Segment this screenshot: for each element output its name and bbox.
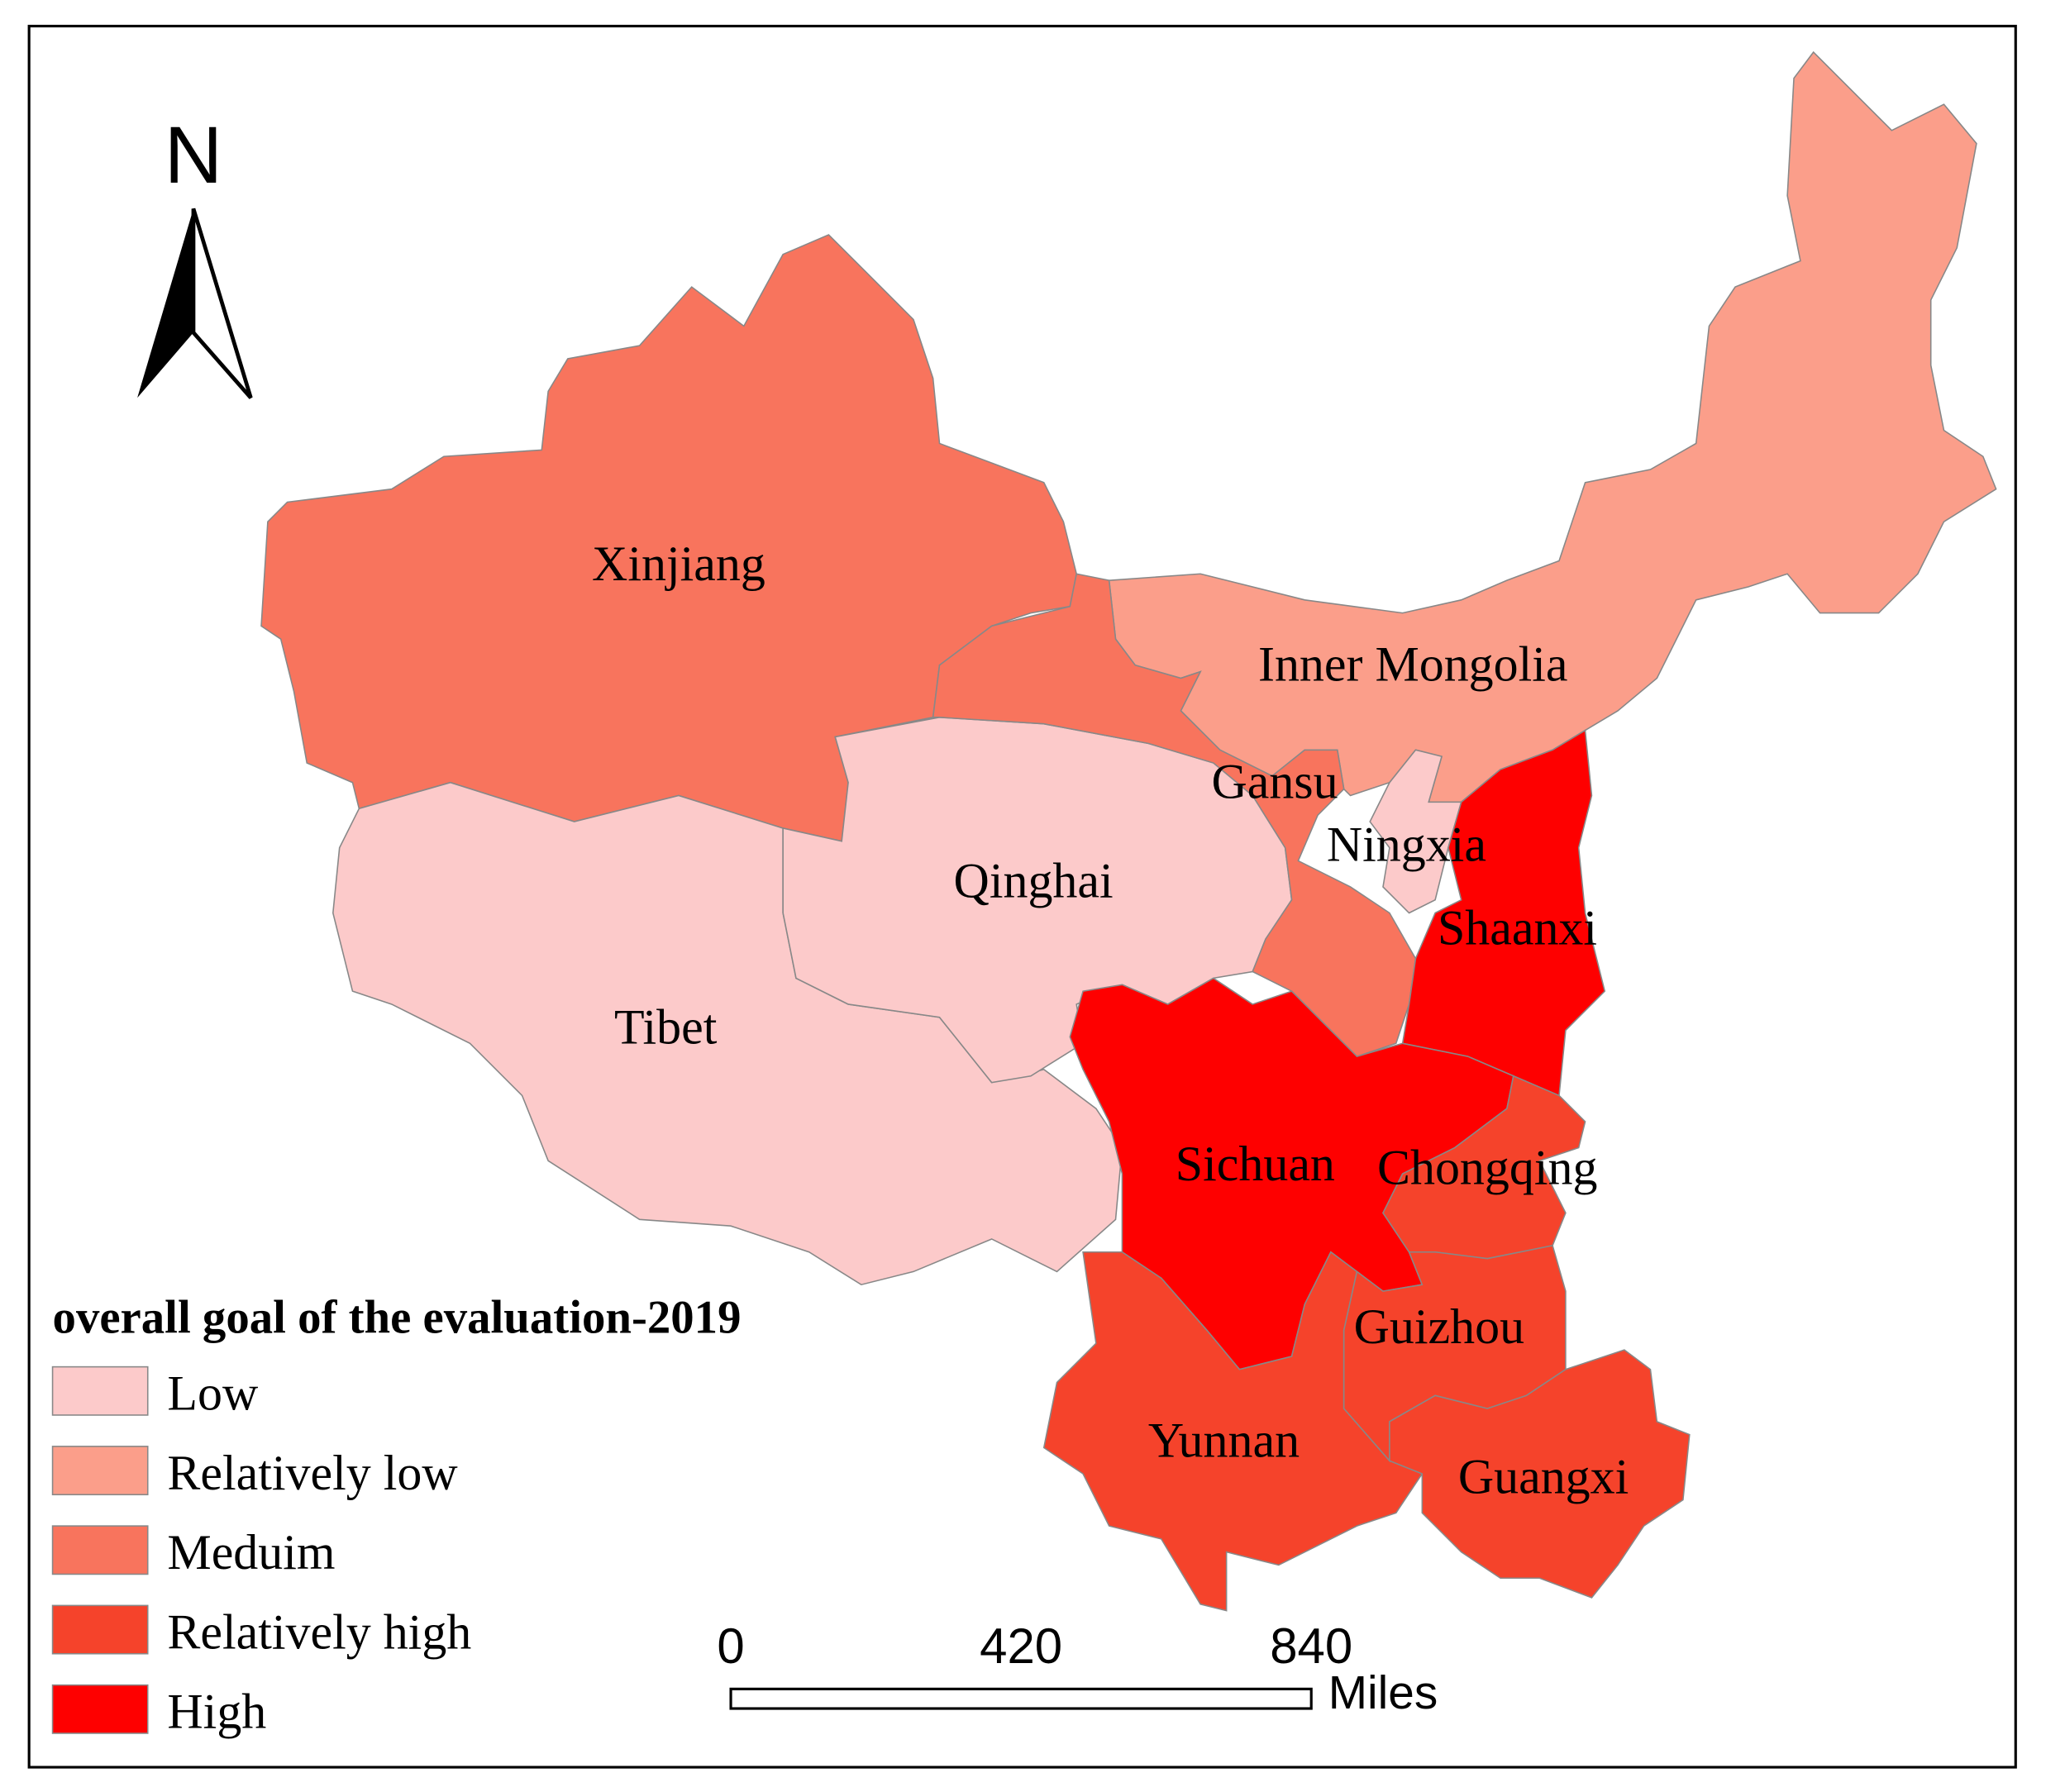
scale-tick-label: 0 bbox=[717, 1618, 744, 1674]
legend-label: Low bbox=[167, 1366, 259, 1421]
region-label: Guangxi bbox=[1458, 1450, 1629, 1504]
scale-labels: 0 420 840 bbox=[717, 1618, 1352, 1674]
scale-bar bbox=[729, 1687, 1313, 1710]
region-label: Tibet bbox=[614, 999, 718, 1054]
north-arrow bbox=[137, 208, 193, 398]
scale-tick-label: 420 bbox=[980, 1618, 1062, 1674]
legend-label: High bbox=[167, 1685, 266, 1739]
region-label: Guizhou bbox=[1354, 1299, 1524, 1354]
region-label: Inner Mongolia bbox=[1258, 637, 1568, 692]
region-label: Yunnan bbox=[1148, 1413, 1300, 1467]
legend: Low Relatively low Meduim Relatively high Hi… bbox=[51, 1365, 471, 1739]
region bbox=[1369, 749, 1462, 914]
legend-swatch bbox=[51, 1604, 149, 1655]
scale-unit: Miles bbox=[1328, 1667, 1438, 1719]
legend-swatch bbox=[51, 1684, 149, 1734]
north-label: N bbox=[165, 109, 223, 200]
legend-label: Meduim bbox=[167, 1525, 335, 1580]
region-labels: Xinjiang Tibet Qinghai Inner Mongolia Gansu N… bbox=[592, 536, 1629, 1504]
region-label: Gansu bbox=[1211, 755, 1338, 809]
region bbox=[1389, 1349, 1691, 1599]
legend-swatch bbox=[51, 1446, 149, 1496]
legend-swatch bbox=[51, 1525, 149, 1575]
regions bbox=[260, 50, 1997, 1612]
frame bbox=[27, 24, 2017, 1769]
scale-tick-label: 840 bbox=[1270, 1618, 1352, 1674]
legend-title: overall goal of the evaluation-2019 bbox=[53, 1292, 742, 1344]
legend-label: Relatively low bbox=[167, 1446, 458, 1500]
region-label: Chongqing bbox=[1377, 1141, 1597, 1195]
north-arrow bbox=[191, 207, 253, 399]
region bbox=[932, 573, 1417, 1057]
region-label: Ningxia bbox=[1327, 817, 1486, 871]
region-label: Sichuan bbox=[1176, 1137, 1335, 1191]
region-label: Qinghai bbox=[954, 854, 1114, 908]
region-label: Shaanxi bbox=[1438, 900, 1597, 955]
region-label: Xinjiang bbox=[592, 536, 765, 591]
legend-label: Relatively high bbox=[167, 1604, 471, 1659]
region bbox=[1042, 1251, 1424, 1612]
legend-swatch bbox=[51, 1365, 149, 1416]
